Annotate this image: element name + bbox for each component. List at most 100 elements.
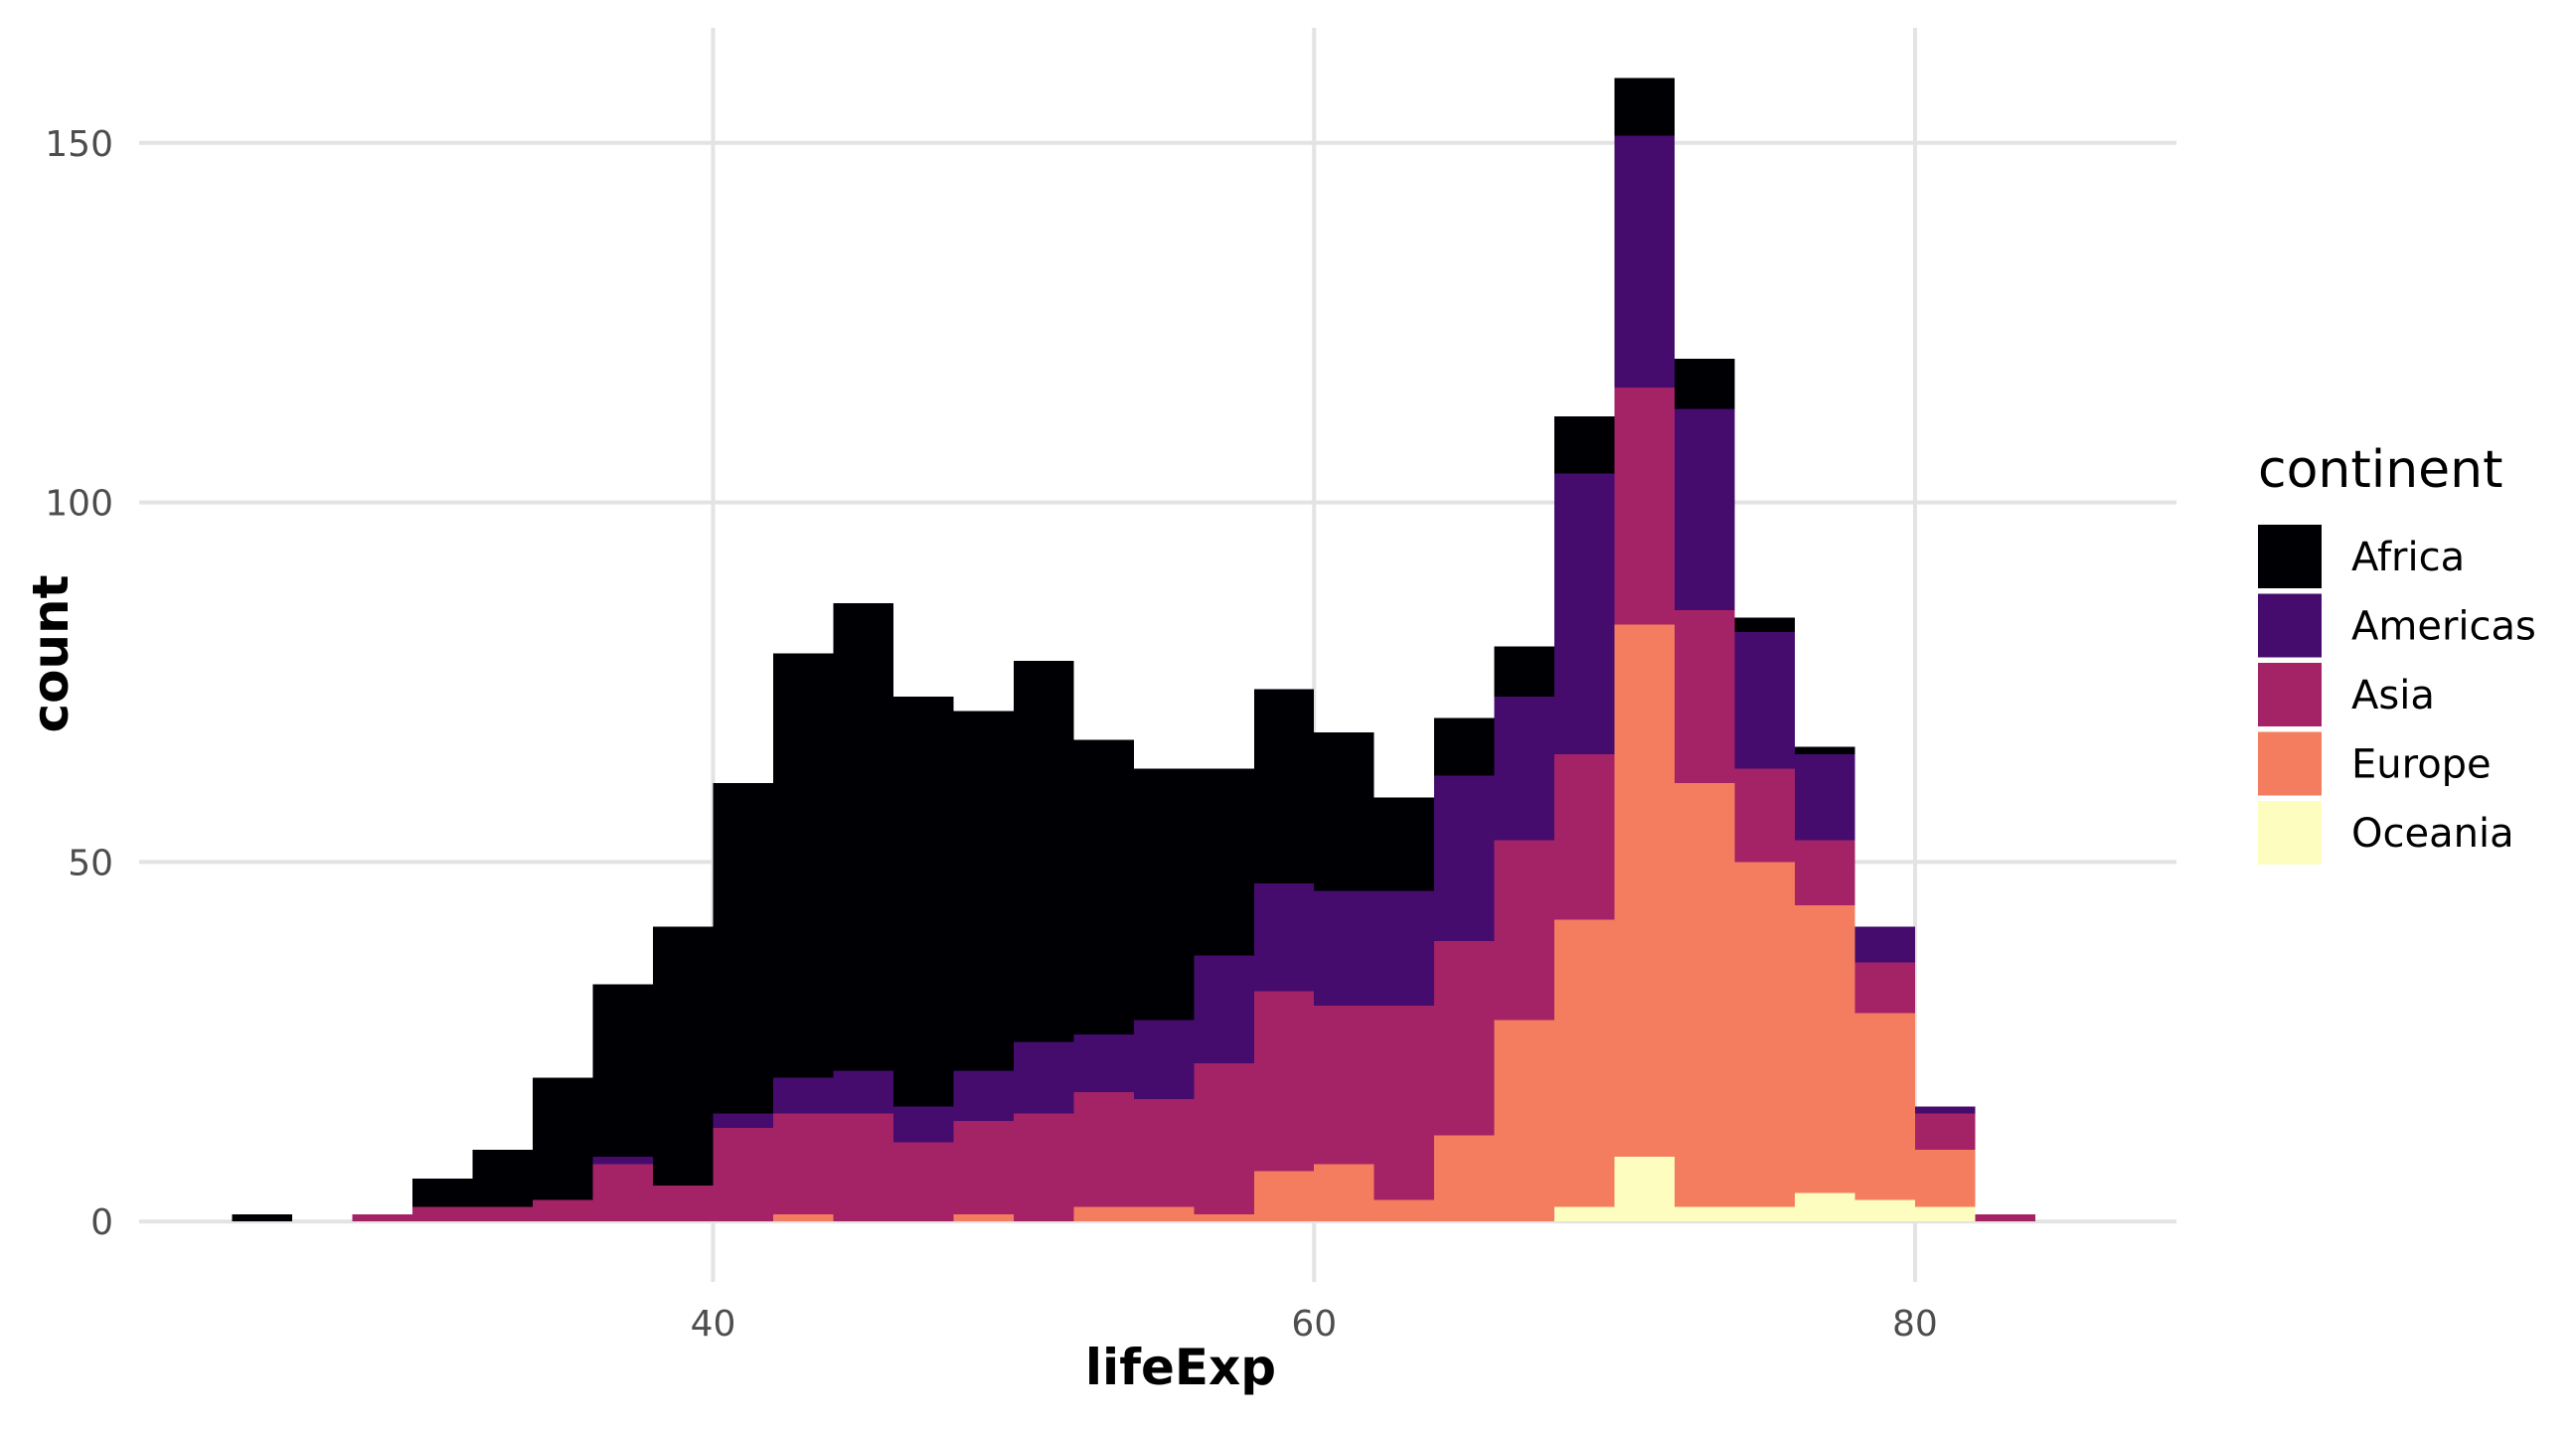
x-tick-label: 60 (1291, 1304, 1337, 1345)
legend-items: Africa Americas Asia Europe Oceania (2258, 525, 2536, 865)
bar-americas (1554, 473, 1615, 754)
bar-oceania (1914, 1206, 1976, 1222)
bar-americas (1494, 696, 1555, 841)
bar-americas (1675, 408, 1735, 611)
bar-africa (1133, 768, 1195, 1021)
legend-title: continent (2258, 440, 2503, 500)
bar-africa (1734, 617, 1796, 632)
bar-asia (1373, 1006, 1435, 1200)
y-tick-label: 0 (90, 1202, 113, 1243)
ticks-layer: 0 50 100 150 40 60 80 (45, 124, 1938, 1345)
bar-asia (472, 1206, 534, 1222)
bar-europe (1194, 1213, 1254, 1222)
bar-americas (1013, 1041, 1074, 1114)
bar-asia (772, 1113, 834, 1214)
bar-europe (1133, 1206, 1195, 1222)
bar-americas (1614, 135, 1676, 388)
y-tick-label: 100 (45, 484, 113, 525)
bar-americas (953, 1070, 1014, 1121)
bar-africa (472, 1149, 534, 1207)
bar-africa (1073, 739, 1134, 1035)
bar-europe (1073, 1206, 1134, 1222)
bar-africa (1434, 717, 1495, 776)
legend-label-americas: Americas (2351, 604, 2536, 650)
bar-americas (1434, 775, 1495, 942)
bar-asia (352, 1213, 413, 1222)
bar-americas (592, 1157, 654, 1165)
bar-americas (1795, 753, 1855, 841)
legend-swatch-africa (2258, 525, 2322, 588)
bar-africa (1194, 768, 1254, 956)
bar-asia (1494, 840, 1555, 1021)
bar-asia (1795, 840, 1855, 905)
bar-europe (1795, 904, 1855, 1193)
bar-asia (1854, 962, 1915, 1014)
bar-americas (1073, 1034, 1134, 1092)
bar-africa (1314, 732, 1374, 891)
bar-americas (772, 1077, 834, 1114)
bar-africa (1614, 78, 1676, 136)
bar-europe (1854, 1013, 1915, 1200)
bar-africa (713, 782, 773, 1114)
legend-swatch-asia (2258, 663, 2322, 726)
bar-europe (1314, 1164, 1374, 1222)
legend-swatch-oceania (2258, 801, 2322, 865)
legend-label-europe: Europe (2351, 742, 2492, 788)
bar-europe (1734, 862, 1796, 1207)
bar-oceania (1614, 1157, 1676, 1222)
bar-oceania (1854, 1199, 1915, 1222)
bar-asia (713, 1128, 773, 1222)
bar-europe (1373, 1199, 1435, 1222)
bar-asia (1253, 991, 1315, 1172)
bar-europe (1494, 1020, 1555, 1222)
bar-asia (1734, 768, 1796, 863)
x-tick-label: 80 (1892, 1304, 1938, 1345)
bar-africa (953, 711, 1014, 1071)
bar-africa (1013, 660, 1074, 1042)
bar-oceania (1734, 1206, 1796, 1222)
bar-americas (1133, 1020, 1195, 1100)
bar-asia (412, 1206, 473, 1222)
bar-europe (1253, 1171, 1315, 1222)
bar-americas (1194, 955, 1254, 1064)
y-axis-title: count (22, 574, 80, 732)
bar-europe (953, 1213, 1014, 1222)
bar-asia (1614, 387, 1676, 625)
bar-asia (1194, 1063, 1254, 1214)
bar-americas (1253, 883, 1315, 992)
bar-asia (1314, 1006, 1374, 1165)
bar-europe (1434, 1135, 1495, 1222)
bar-africa (412, 1178, 473, 1207)
series-europe (772, 624, 1976, 1222)
bar-americas (1314, 890, 1374, 1007)
bar-europe (1614, 624, 1676, 1158)
bar-asia (1975, 1213, 2035, 1222)
bar-europe (1675, 782, 1735, 1207)
legend-label-oceania: Oceania (2351, 811, 2514, 857)
y-tick-label: 50 (68, 843, 113, 883)
bar-asia (592, 1164, 654, 1222)
bar-asia (892, 1142, 954, 1222)
bar-africa (1494, 646, 1555, 697)
bar-americas (1914, 1106, 1976, 1114)
bar-asia (1073, 1091, 1134, 1207)
bar-africa (772, 653, 834, 1078)
bar-oceania (1795, 1192, 1855, 1222)
bar-americas (1373, 890, 1435, 1007)
bar-africa (892, 696, 954, 1107)
bar-africa (592, 984, 654, 1158)
bar-africa (653, 926, 714, 1187)
bar-oceania (1675, 1206, 1735, 1222)
bar-asia (653, 1186, 714, 1222)
bar-asia (1914, 1113, 1976, 1150)
x-axis-title: lifeExp (1085, 1339, 1276, 1396)
legend-label-africa: Africa (2351, 535, 2465, 580)
legend-label-asia: Asia (2351, 673, 2435, 718)
legend: continent Africa Americas Asia Europe Oceani… (2258, 440, 2536, 865)
bar-europe (1914, 1149, 1976, 1207)
bar-africa (833, 602, 893, 1071)
x-tick-label: 40 (691, 1304, 736, 1345)
legend-swatch-americas (2258, 593, 2322, 658)
y-tick-label: 150 (45, 124, 113, 165)
